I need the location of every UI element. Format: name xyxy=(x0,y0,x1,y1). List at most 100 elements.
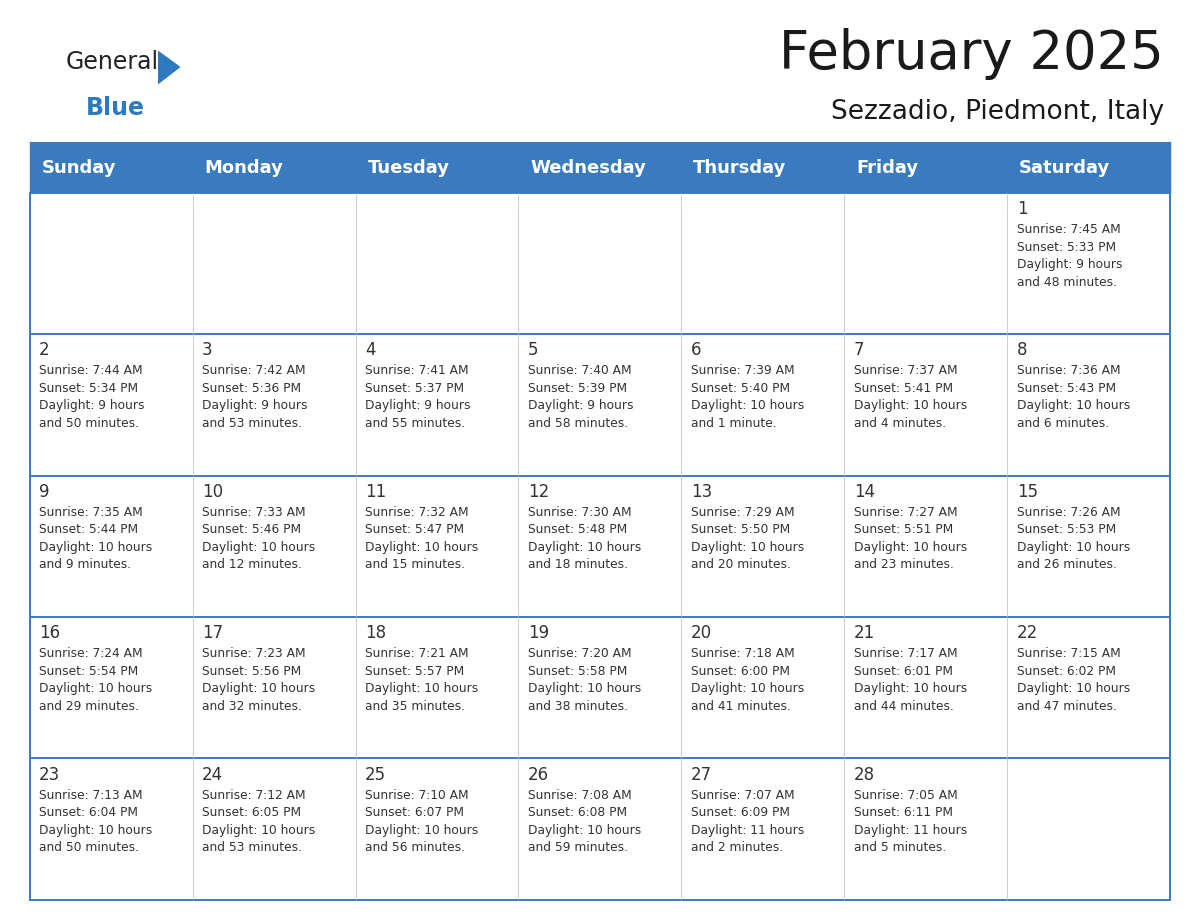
Bar xyxy=(355,193,518,334)
Text: Sunrise: 7:40 AM
Sunset: 5:39 PM
Daylight: 9 hours
and 58 minutes.: Sunrise: 7:40 AM Sunset: 5:39 PM Dayligh… xyxy=(527,364,633,430)
Text: 10: 10 xyxy=(202,483,223,501)
Text: 2: 2 xyxy=(39,341,50,360)
Bar xyxy=(1007,476,1170,617)
Text: 7: 7 xyxy=(854,341,865,360)
Bar xyxy=(355,142,518,193)
Bar xyxy=(355,334,518,476)
Text: Sunrise: 7:15 AM
Sunset: 6:02 PM
Daylight: 10 hours
and 47 minutes.: Sunrise: 7:15 AM Sunset: 6:02 PM Dayligh… xyxy=(1017,647,1130,712)
Text: Sunrise: 7:10 AM
Sunset: 6:07 PM
Daylight: 10 hours
and 56 minutes.: Sunrise: 7:10 AM Sunset: 6:07 PM Dayligh… xyxy=(365,789,479,854)
Bar xyxy=(1007,193,1170,334)
Bar xyxy=(192,758,355,900)
Text: Monday: Monday xyxy=(204,159,284,176)
Bar xyxy=(518,476,682,617)
Bar xyxy=(192,334,355,476)
Bar xyxy=(682,334,845,476)
Text: Sezzadio, Piedmont, Italy: Sezzadio, Piedmont, Italy xyxy=(832,99,1164,125)
Text: Thursday: Thursday xyxy=(694,159,786,176)
Bar xyxy=(845,193,1007,334)
Text: Sunrise: 7:05 AM
Sunset: 6:11 PM
Daylight: 11 hours
and 5 minutes.: Sunrise: 7:05 AM Sunset: 6:11 PM Dayligh… xyxy=(854,789,967,854)
Text: 26: 26 xyxy=(527,766,549,784)
Text: 20: 20 xyxy=(691,624,712,643)
Bar xyxy=(845,476,1007,617)
Text: 23: 23 xyxy=(39,766,61,784)
Text: Sunrise: 7:29 AM
Sunset: 5:50 PM
Daylight: 10 hours
and 20 minutes.: Sunrise: 7:29 AM Sunset: 5:50 PM Dayligh… xyxy=(691,506,804,571)
Text: 4: 4 xyxy=(365,341,375,360)
Text: Sunrise: 7:36 AM
Sunset: 5:43 PM
Daylight: 10 hours
and 6 minutes.: Sunrise: 7:36 AM Sunset: 5:43 PM Dayligh… xyxy=(1017,364,1130,430)
Bar xyxy=(192,476,355,617)
Bar xyxy=(192,142,355,193)
Bar xyxy=(30,193,192,334)
Text: Sunrise: 7:32 AM
Sunset: 5:47 PM
Daylight: 10 hours
and 15 minutes.: Sunrise: 7:32 AM Sunset: 5:47 PM Dayligh… xyxy=(365,506,479,571)
Text: 3: 3 xyxy=(202,341,213,360)
Text: Friday: Friday xyxy=(857,159,918,176)
Text: Sunrise: 7:12 AM
Sunset: 6:05 PM
Daylight: 10 hours
and 53 minutes.: Sunrise: 7:12 AM Sunset: 6:05 PM Dayligh… xyxy=(202,789,315,854)
Text: Sunrise: 7:27 AM
Sunset: 5:51 PM
Daylight: 10 hours
and 23 minutes.: Sunrise: 7:27 AM Sunset: 5:51 PM Dayligh… xyxy=(854,506,967,571)
Text: 8: 8 xyxy=(1017,341,1028,360)
Text: 21: 21 xyxy=(854,624,876,643)
Text: 12: 12 xyxy=(527,483,549,501)
Text: Sunrise: 7:37 AM
Sunset: 5:41 PM
Daylight: 10 hours
and 4 minutes.: Sunrise: 7:37 AM Sunset: 5:41 PM Dayligh… xyxy=(854,364,967,430)
Bar xyxy=(30,142,192,193)
Text: Sunrise: 7:24 AM
Sunset: 5:54 PM
Daylight: 10 hours
and 29 minutes.: Sunrise: 7:24 AM Sunset: 5:54 PM Dayligh… xyxy=(39,647,152,712)
Text: Saturday: Saturday xyxy=(1019,159,1111,176)
Text: 25: 25 xyxy=(365,766,386,784)
Bar xyxy=(355,758,518,900)
Bar xyxy=(355,617,518,758)
Text: Sunrise: 7:21 AM
Sunset: 5:57 PM
Daylight: 10 hours
and 35 minutes.: Sunrise: 7:21 AM Sunset: 5:57 PM Dayligh… xyxy=(365,647,479,712)
Text: Sunrise: 7:45 AM
Sunset: 5:33 PM
Daylight: 9 hours
and 48 minutes.: Sunrise: 7:45 AM Sunset: 5:33 PM Dayligh… xyxy=(1017,223,1123,288)
Text: 6: 6 xyxy=(691,341,701,360)
Bar xyxy=(30,617,192,758)
Bar xyxy=(682,758,845,900)
Text: 18: 18 xyxy=(365,624,386,643)
Bar xyxy=(518,193,682,334)
Text: Sunrise: 7:44 AM
Sunset: 5:34 PM
Daylight: 9 hours
and 50 minutes.: Sunrise: 7:44 AM Sunset: 5:34 PM Dayligh… xyxy=(39,364,145,430)
Text: 1: 1 xyxy=(1017,200,1028,218)
Text: 24: 24 xyxy=(202,766,223,784)
Text: Sunrise: 7:30 AM
Sunset: 5:48 PM
Daylight: 10 hours
and 18 minutes.: Sunrise: 7:30 AM Sunset: 5:48 PM Dayligh… xyxy=(527,506,642,571)
Text: Sunrise: 7:39 AM
Sunset: 5:40 PM
Daylight: 10 hours
and 1 minute.: Sunrise: 7:39 AM Sunset: 5:40 PM Dayligh… xyxy=(691,364,804,430)
Bar xyxy=(192,193,355,334)
Bar xyxy=(355,476,518,617)
Text: Sunrise: 7:23 AM
Sunset: 5:56 PM
Daylight: 10 hours
and 32 minutes.: Sunrise: 7:23 AM Sunset: 5:56 PM Dayligh… xyxy=(202,647,315,712)
Bar xyxy=(682,617,845,758)
Bar xyxy=(1007,334,1170,476)
Bar xyxy=(845,334,1007,476)
Bar xyxy=(1007,617,1170,758)
Text: 13: 13 xyxy=(691,483,712,501)
Text: Tuesday: Tuesday xyxy=(367,159,449,176)
Text: Sunrise: 7:42 AM
Sunset: 5:36 PM
Daylight: 9 hours
and 53 minutes.: Sunrise: 7:42 AM Sunset: 5:36 PM Dayligh… xyxy=(202,364,308,430)
Bar xyxy=(682,142,845,193)
Text: 17: 17 xyxy=(202,624,223,643)
Text: 27: 27 xyxy=(691,766,712,784)
Bar xyxy=(518,334,682,476)
Text: 14: 14 xyxy=(854,483,874,501)
Bar xyxy=(518,142,682,193)
Text: Sunrise: 7:17 AM
Sunset: 6:01 PM
Daylight: 10 hours
and 44 minutes.: Sunrise: 7:17 AM Sunset: 6:01 PM Dayligh… xyxy=(854,647,967,712)
Text: Sunrise: 7:41 AM
Sunset: 5:37 PM
Daylight: 9 hours
and 55 minutes.: Sunrise: 7:41 AM Sunset: 5:37 PM Dayligh… xyxy=(365,364,470,430)
Text: Sunrise: 7:08 AM
Sunset: 6:08 PM
Daylight: 10 hours
and 59 minutes.: Sunrise: 7:08 AM Sunset: 6:08 PM Dayligh… xyxy=(527,789,642,854)
Text: Sunrise: 7:20 AM
Sunset: 5:58 PM
Daylight: 10 hours
and 38 minutes.: Sunrise: 7:20 AM Sunset: 5:58 PM Dayligh… xyxy=(527,647,642,712)
Text: 9: 9 xyxy=(39,483,50,501)
Bar xyxy=(682,476,845,617)
Text: Blue: Blue xyxy=(86,96,145,120)
Text: Sunrise: 7:26 AM
Sunset: 5:53 PM
Daylight: 10 hours
and 26 minutes.: Sunrise: 7:26 AM Sunset: 5:53 PM Dayligh… xyxy=(1017,506,1130,571)
Text: Sunrise: 7:13 AM
Sunset: 6:04 PM
Daylight: 10 hours
and 50 minutes.: Sunrise: 7:13 AM Sunset: 6:04 PM Dayligh… xyxy=(39,789,152,854)
Text: 15: 15 xyxy=(1017,483,1038,501)
Text: Sunday: Sunday xyxy=(42,159,116,176)
Bar xyxy=(30,334,192,476)
Text: Sunrise: 7:35 AM
Sunset: 5:44 PM
Daylight: 10 hours
and 9 minutes.: Sunrise: 7:35 AM Sunset: 5:44 PM Dayligh… xyxy=(39,506,152,571)
Bar xyxy=(30,476,192,617)
Bar xyxy=(845,617,1007,758)
Bar xyxy=(845,758,1007,900)
Text: 16: 16 xyxy=(39,624,61,643)
Text: 28: 28 xyxy=(854,766,874,784)
Bar xyxy=(518,758,682,900)
Text: Wednesday: Wednesday xyxy=(530,159,646,176)
Bar xyxy=(192,617,355,758)
Text: February 2025: February 2025 xyxy=(779,28,1164,80)
Text: Sunrise: 7:33 AM
Sunset: 5:46 PM
Daylight: 10 hours
and 12 minutes.: Sunrise: 7:33 AM Sunset: 5:46 PM Dayligh… xyxy=(202,506,315,571)
Text: Sunrise: 7:07 AM
Sunset: 6:09 PM
Daylight: 11 hours
and 2 minutes.: Sunrise: 7:07 AM Sunset: 6:09 PM Dayligh… xyxy=(691,789,804,854)
Bar xyxy=(1007,142,1170,193)
Text: 5: 5 xyxy=(527,341,538,360)
Bar xyxy=(30,758,192,900)
